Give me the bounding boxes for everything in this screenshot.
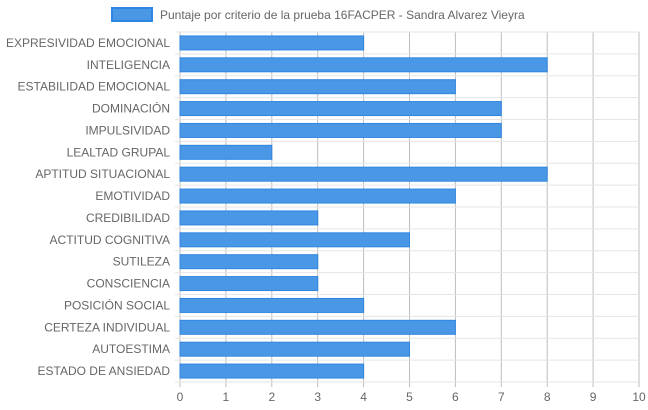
- bar-7[interactable]: [179, 188, 456, 204]
- category-label: EXPRESIVIDAD EMOCIONAL: [6, 36, 170, 50]
- bar-8[interactable]: [179, 210, 319, 226]
- category-label: POSICIÓN SOCIAL: [64, 297, 170, 312]
- x-tick-label: 7: [498, 390, 505, 404]
- x-tick-label: 6: [452, 390, 459, 404]
- category-label: ACTITUD COGNITIVA: [50, 233, 170, 247]
- bar-1[interactable]: [179, 57, 548, 73]
- legend-label: Puntaje por criterio de la prueba 16FACP…: [160, 8, 525, 22]
- category-label: ESTABILIDAD EMOCIONAL: [18, 80, 171, 94]
- x-tick-label: 8: [544, 390, 551, 404]
- category-label: ESTADO DE ANSIEDAD: [38, 364, 171, 378]
- category-label: CREDIBILIDAD: [86, 211, 170, 225]
- bar-3[interactable]: [179, 101, 502, 117]
- bar-0[interactable]: [179, 35, 365, 51]
- category-label: LEALTAD GRUPAL: [67, 145, 171, 159]
- category-label: AUTOESTIMA: [92, 342, 170, 356]
- x-tick-label: 4: [360, 390, 367, 404]
- bar-10[interactable]: [179, 254, 319, 270]
- bar-12[interactable]: [179, 297, 365, 313]
- bars: [179, 35, 548, 379]
- category-label: DOMINACIÓN: [92, 101, 170, 116]
- bar-14[interactable]: [179, 341, 410, 357]
- bar-6[interactable]: [179, 166, 548, 182]
- x-tick-label: 3: [314, 390, 321, 404]
- y-axis-labels: EXPRESIVIDAD EMOCIONAL INTELIGENCIA ESTABI…: [6, 36, 170, 378]
- category-label: EMOTIVIDAD: [95, 189, 170, 203]
- bar-11[interactable]: [179, 276, 319, 292]
- x-tick-label: 2: [268, 390, 275, 404]
- category-label: SUTILEZA: [113, 255, 170, 269]
- bar-13[interactable]: [179, 319, 456, 335]
- bar-9[interactable]: [179, 232, 410, 248]
- category-label: CONSCIENCIA: [87, 277, 170, 291]
- x-axis-labels: 0 1 2 3 4 5 6 7 8 9 10: [177, 390, 646, 404]
- x-tick-label: 9: [590, 390, 597, 404]
- x-tick-label: 1: [223, 390, 230, 404]
- x-tick-label: 0: [177, 390, 184, 404]
- bar-5[interactable]: [179, 144, 273, 160]
- legend[interactable]: Puntaje por criterio de la prueba 16FACP…: [111, 7, 525, 22]
- legend-swatch: [111, 7, 153, 22]
- x-tick-label: 10: [632, 390, 646, 404]
- bar-2[interactable]: [179, 79, 456, 95]
- category-label: CERTEZA INDIVIDUAL: [44, 320, 170, 334]
- category-label: INTELIGENCIA: [87, 58, 170, 72]
- bar-15[interactable]: [179, 363, 365, 379]
- category-label: APTITUD SITUACIONAL: [35, 167, 170, 181]
- category-label: IMPULSIVIDAD: [85, 123, 170, 137]
- bar-4[interactable]: [179, 122, 502, 138]
- x-tick-label: 5: [406, 390, 413, 404]
